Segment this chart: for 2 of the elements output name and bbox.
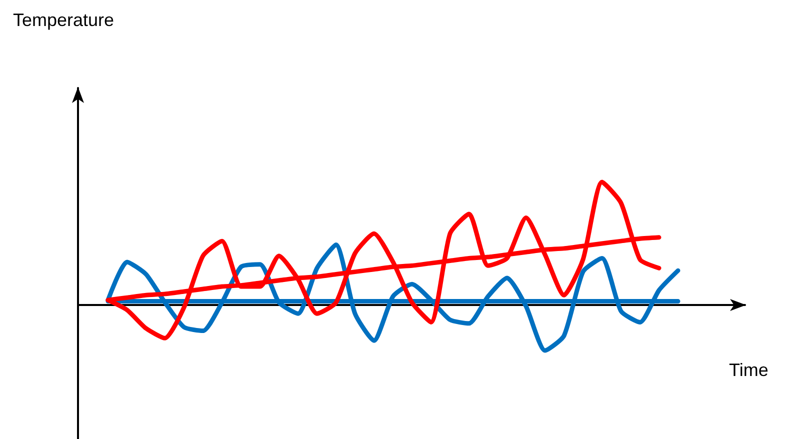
x-axis-title: Time <box>729 360 768 380</box>
text: Temperature <box>13 10 114 30</box>
